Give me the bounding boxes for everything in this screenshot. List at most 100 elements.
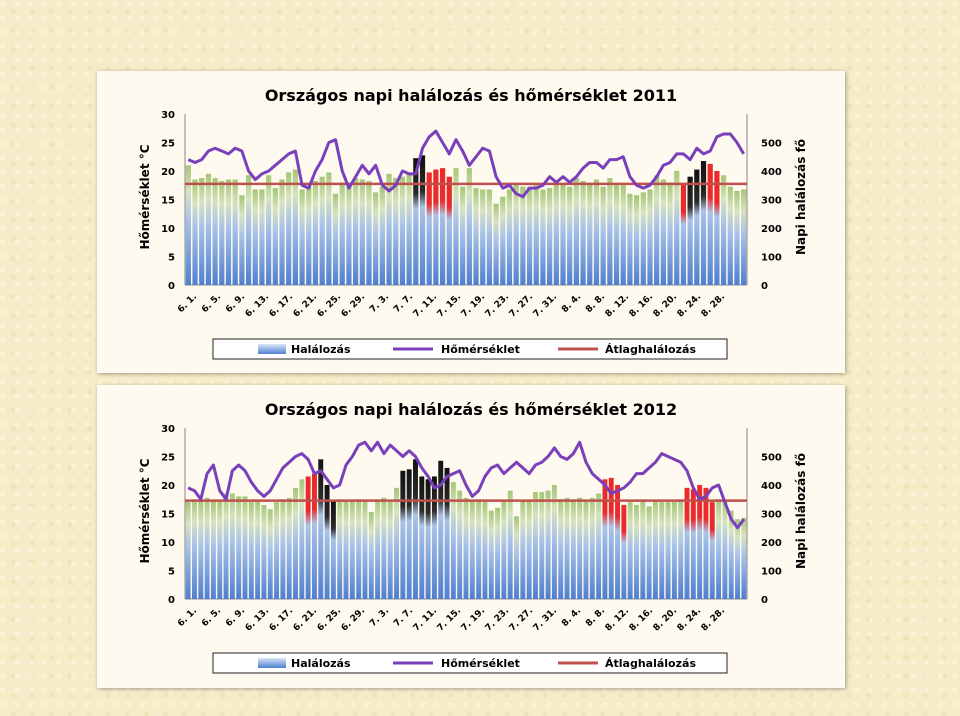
x-tick-label: 6. 13. — [244, 292, 271, 319]
death-bar — [274, 502, 280, 599]
x-tick-label: 8. 28. — [700, 292, 727, 319]
death-bar — [646, 506, 652, 600]
death-bar — [621, 504, 627, 599]
death-bar — [306, 186, 312, 285]
death-bar — [741, 189, 747, 285]
death-bar — [553, 183, 559, 285]
death-bar — [368, 512, 374, 599]
y-axis-title-right: Napi halálozás fő — [794, 453, 808, 569]
legend: Halálozás Hőmérséklet Átlaghalálozás — [212, 652, 728, 674]
death-bar — [266, 175, 272, 285]
death-bar — [279, 179, 285, 285]
x-tick-label: 6. 21. — [292, 292, 319, 319]
y-tick-left: 0 — [168, 595, 175, 606]
legend-frame — [212, 338, 728, 360]
x-tick-label: 6. 1. — [176, 292, 199, 315]
legend-frame — [212, 652, 728, 674]
death-bar — [438, 460, 444, 599]
death-bar — [587, 183, 593, 285]
death-bar — [419, 476, 425, 599]
death-bar — [687, 176, 693, 285]
y-tick-left: 5 — [168, 567, 175, 578]
death-bar — [205, 173, 212, 285]
x-tick-label: 6. 5. — [200, 292, 223, 315]
death-bar — [305, 476, 311, 599]
death-bar — [680, 183, 687, 285]
y-tick-left: 15 — [161, 510, 175, 521]
death-bar — [607, 178, 613, 286]
legend-swatch-deaths — [258, 344, 286, 354]
death-bar — [684, 487, 690, 599]
temperature-line — [187, 440, 746, 530]
death-bar — [356, 499, 362, 599]
death-bar — [694, 169, 700, 285]
death-bar — [223, 493, 229, 599]
death-bar — [406, 469, 412, 599]
death-bar — [375, 499, 381, 599]
death-bar — [346, 183, 352, 285]
death-bar — [547, 188, 553, 285]
x-tick-label: 6. 5. — [200, 606, 223, 629]
x-tick-label: 8. 20. — [652, 292, 679, 319]
death-bar — [703, 487, 709, 599]
death-bar — [577, 497, 583, 599]
chart-panel-2011: Országos napi halálozás és hőmérséklet 2… — [97, 71, 845, 373]
death-bar — [431, 476, 437, 599]
death-bar — [678, 499, 684, 599]
death-bar — [722, 500, 728, 599]
death-bar — [520, 500, 526, 599]
y-tick-right: 300 — [761, 196, 782, 207]
temperature-line — [187, 129, 745, 199]
x-tick-label: 8. 4. — [560, 292, 583, 315]
death-bar — [665, 502, 671, 599]
plot-area — [184, 114, 748, 286]
y-tick-right: 400 — [761, 481, 782, 492]
chart-title: Országos napi halálozás és hőmérséklet 2… — [265, 86, 677, 105]
death-bar — [419, 155, 426, 285]
x-tick-label: 7. 23. — [484, 292, 511, 319]
x-tick-label: 6. 1. — [176, 606, 199, 629]
death-bar — [570, 499, 576, 599]
y-tick-left: 10 — [161, 224, 175, 235]
death-bar — [526, 500, 532, 599]
death-bar — [580, 180, 586, 285]
death-bar — [332, 193, 339, 285]
x-tick-label: 7. 3. — [368, 292, 391, 315]
death-bar — [286, 497, 292, 599]
death-bar — [255, 500, 261, 599]
death-bar — [720, 175, 727, 285]
death-bar — [593, 179, 600, 285]
death-bar — [620, 185, 626, 285]
death-bar — [501, 500, 507, 599]
x-axis-labels: 6. 1. 6. 5. 6. 9.6. 13.6. 17.6. 21.6. 25.6… — [176, 292, 727, 319]
death-bar — [353, 178, 359, 286]
death-bar — [671, 502, 677, 599]
death-bar — [232, 179, 238, 285]
death-bar — [463, 497, 469, 599]
legend-label-temperature: Hőmérséklet — [441, 657, 520, 670]
y-tick-right: 0 — [761, 281, 768, 292]
death-bar — [219, 180, 225, 285]
death-bar — [439, 168, 446, 285]
x-tick-label: 7. 3. — [368, 606, 391, 629]
death-bar — [640, 192, 646, 286]
x-tick-label: 7. 19. — [460, 292, 487, 319]
x-tick-label: 8. 16. — [628, 606, 655, 633]
death-bar — [741, 517, 747, 599]
death-bar — [261, 504, 267, 599]
x-tick-label: 8. 24. — [676, 292, 703, 319]
death-bar — [450, 482, 456, 599]
death-bar — [707, 163, 713, 286]
death-bar — [239, 195, 245, 285]
death-bar — [674, 171, 680, 285]
death-bar — [545, 490, 551, 599]
chart-title: Országos napi halálozás és hőmérséklet 2… — [265, 400, 677, 419]
x-tick-label: 6. 25. — [316, 606, 343, 633]
y-tick-right: 500 — [761, 139, 782, 150]
death-bar — [381, 497, 387, 599]
plot-area — [184, 428, 748, 600]
death-bar — [299, 189, 305, 285]
death-bar — [318, 459, 324, 599]
y-tick-right: 100 — [761, 567, 782, 578]
death-bar — [493, 203, 499, 285]
